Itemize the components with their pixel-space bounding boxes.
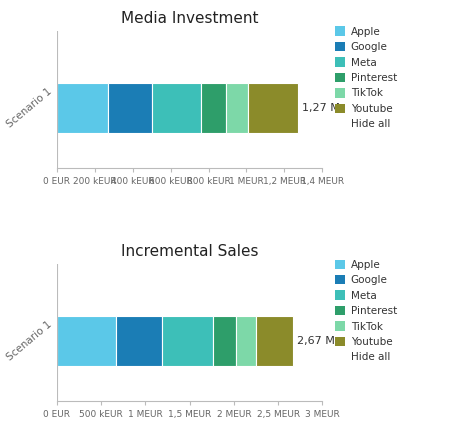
Bar xyxy=(108,83,152,132)
Bar xyxy=(237,316,256,366)
Bar xyxy=(256,316,293,366)
Bar xyxy=(152,83,201,132)
Title: Media Investment: Media Investment xyxy=(121,11,258,26)
Bar xyxy=(213,316,237,366)
Bar xyxy=(57,316,116,366)
Bar xyxy=(162,316,213,366)
Bar xyxy=(57,83,108,132)
Title: Incremental Sales: Incremental Sales xyxy=(121,244,258,259)
Legend: Apple, Google, Meta, Pinterest, TikTok, Youtube, Hide all: Apple, Google, Meta, Pinterest, TikTok, … xyxy=(333,257,399,364)
Bar xyxy=(116,316,162,366)
Bar xyxy=(226,83,248,132)
Legend: Apple, Google, Meta, Pinterest, TikTok, Youtube, Hide all: Apple, Google, Meta, Pinterest, TikTok, … xyxy=(333,25,399,132)
Bar xyxy=(248,83,298,132)
Bar xyxy=(201,83,226,132)
Text: 2,67 M: 2,67 M xyxy=(297,336,335,346)
Text: 1,27 M: 1,27 M xyxy=(301,103,339,113)
